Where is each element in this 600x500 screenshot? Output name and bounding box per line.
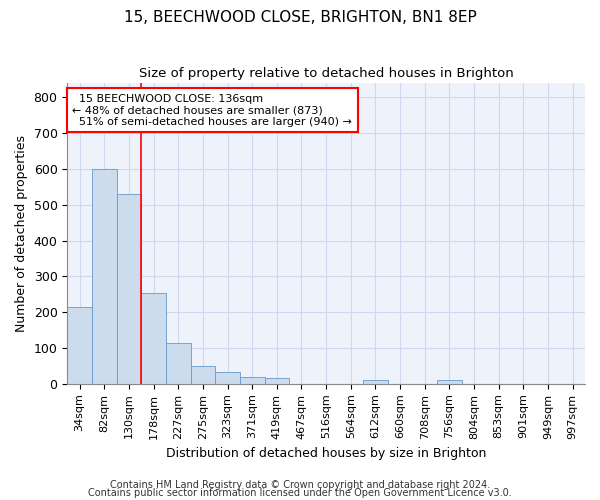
Bar: [67, 307, 92, 384]
X-axis label: Distribution of detached houses by size in Brighton: Distribution of detached houses by size …: [166, 447, 487, 460]
Y-axis label: Number of detached properties: Number of detached properties: [15, 135, 28, 332]
Text: 15, BEECHWOOD CLOSE, BRIGHTON, BN1 8EP: 15, BEECHWOOD CLOSE, BRIGHTON, BN1 8EP: [124, 10, 476, 25]
Bar: [166, 342, 191, 384]
Bar: [437, 380, 462, 384]
Bar: [215, 372, 240, 384]
Text: Contains HM Land Registry data © Crown copyright and database right 2024.: Contains HM Land Registry data © Crown c…: [110, 480, 490, 490]
Bar: [141, 292, 166, 384]
Bar: [92, 169, 116, 384]
Bar: [240, 376, 265, 384]
Text: Contains public sector information licensed under the Open Government Licence v3: Contains public sector information licen…: [88, 488, 512, 498]
Bar: [191, 366, 215, 384]
Text: 15 BEECHWOOD CLOSE: 136sqm
← 48% of detached houses are smaller (873)
  51% of s: 15 BEECHWOOD CLOSE: 136sqm ← 48% of deta…: [73, 94, 352, 127]
Bar: [265, 378, 289, 384]
Bar: [363, 380, 388, 384]
Bar: [116, 194, 141, 384]
Title: Size of property relative to detached houses in Brighton: Size of property relative to detached ho…: [139, 68, 514, 80]
